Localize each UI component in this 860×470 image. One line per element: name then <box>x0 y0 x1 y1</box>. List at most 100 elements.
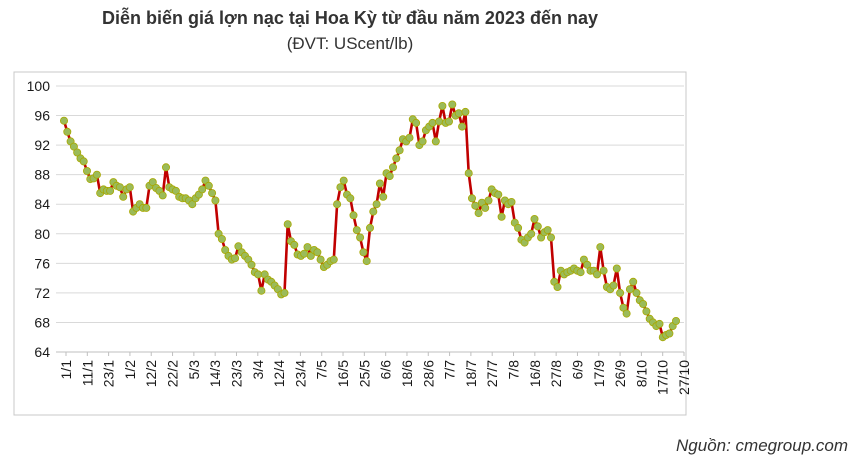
data-point <box>576 268 585 277</box>
x-tick-label: 27/7 <box>484 360 500 387</box>
data-point <box>69 142 78 151</box>
data-point <box>158 191 167 200</box>
data-point <box>375 179 384 188</box>
data-point <box>119 192 128 201</box>
data-point <box>543 226 552 235</box>
data-point <box>73 148 82 157</box>
data-point <box>379 192 388 201</box>
y-tick-label: 68 <box>34 314 50 330</box>
y-tick-label: 76 <box>34 255 50 271</box>
data-point <box>313 248 322 257</box>
data-point <box>471 201 480 210</box>
y-tick-label: 96 <box>34 108 50 124</box>
price-line-chart: 64 68 72 76 80 84 88 92 96 100 1/1 11/1 23/1 1/2 12/2… <box>13 71 692 416</box>
data-point <box>106 186 115 195</box>
data-point <box>458 122 467 131</box>
data-point <box>283 220 292 229</box>
data-point <box>142 203 151 212</box>
x-tick-label: 8/10 <box>633 360 649 387</box>
data-point <box>369 207 378 216</box>
x-tick-label: 7/7 <box>442 360 458 380</box>
x-tick-label: 27/10 <box>676 360 692 395</box>
x-tick-label: 6/6 <box>378 360 394 380</box>
x-tick-label: 23/4 <box>292 360 308 387</box>
x-tick-label: 14/3 <box>207 360 223 387</box>
x-tick-label: 12/4 <box>271 360 287 387</box>
data-point <box>349 211 358 220</box>
x-tick-label: 11/1 <box>79 360 95 386</box>
data-point <box>454 109 463 118</box>
data-point <box>629 277 638 286</box>
y-tick-label: 72 <box>34 285 50 301</box>
data-point <box>339 176 348 185</box>
x-tick-label: 1/1 <box>58 360 74 380</box>
x-tick-label: 18/6 <box>399 360 415 387</box>
data-point <box>642 307 651 316</box>
gridlines <box>56 85 684 353</box>
data-point <box>280 288 289 297</box>
data-point <box>392 154 401 163</box>
y-tick-label: 92 <box>34 137 50 153</box>
data-point <box>553 282 562 291</box>
price-line <box>62 103 678 339</box>
x-tick-label: 17/10 <box>655 360 671 395</box>
data-point <box>481 203 490 212</box>
x-tick-label: 25/5 <box>356 360 372 387</box>
data-point <box>198 185 207 194</box>
data-point <box>412 118 421 127</box>
data-point <box>464 169 473 178</box>
data-point <box>547 233 556 242</box>
y-tick-label: 88 <box>34 167 50 183</box>
data-point <box>527 229 536 238</box>
data-point <box>83 166 92 175</box>
data-point <box>208 189 217 198</box>
data-point <box>625 285 634 294</box>
data-point <box>346 194 355 203</box>
data-point <box>125 183 134 192</box>
data-point <box>428 118 437 127</box>
data-point <box>254 270 263 279</box>
data-point <box>612 264 621 273</box>
data-point <box>290 240 299 249</box>
data-point <box>385 172 394 181</box>
y-axis: 64 68 72 76 80 84 88 92 96 100 <box>27 78 51 360</box>
y-tick-label: 100 <box>27 78 51 94</box>
x-tick-label: 12/2 <box>143 360 159 387</box>
data-point <box>247 260 256 269</box>
data-point <box>316 255 325 264</box>
x-tick-label: 7/8 <box>506 360 522 380</box>
data-point <box>431 137 440 146</box>
x-tick-label: 1/2 <box>122 360 138 380</box>
data-point <box>148 178 157 187</box>
data-point <box>372 200 381 209</box>
data-point <box>616 288 625 297</box>
data-point <box>514 223 523 232</box>
data-point <box>596 243 605 252</box>
data-point <box>211 196 220 205</box>
data-point <box>507 197 516 206</box>
chart-border <box>13 71 687 416</box>
data-point <box>231 254 240 263</box>
data-point <box>333 200 342 209</box>
data-point <box>352 226 361 235</box>
data-point <box>365 223 374 232</box>
x-tick-label: 16/5 <box>335 360 351 387</box>
x-tick-label: 6/9 <box>569 360 585 380</box>
data-point <box>300 249 309 258</box>
data-point <box>405 133 414 142</box>
data-point <box>609 281 618 290</box>
data-point <box>306 251 315 260</box>
data-point <box>336 183 345 192</box>
data-point <box>461 107 470 116</box>
data-point <box>448 100 457 109</box>
data-point <box>234 242 243 251</box>
x-tick-label: 3/4 <box>250 360 266 380</box>
x-tick-label: 17/9 <box>591 360 607 387</box>
data-point <box>188 200 197 209</box>
data-point <box>115 183 124 192</box>
y-tick-label: 80 <box>34 226 50 242</box>
data-point <box>395 146 404 155</box>
data-point <box>467 194 476 203</box>
data-point <box>632 288 641 297</box>
data-point <box>665 329 674 338</box>
